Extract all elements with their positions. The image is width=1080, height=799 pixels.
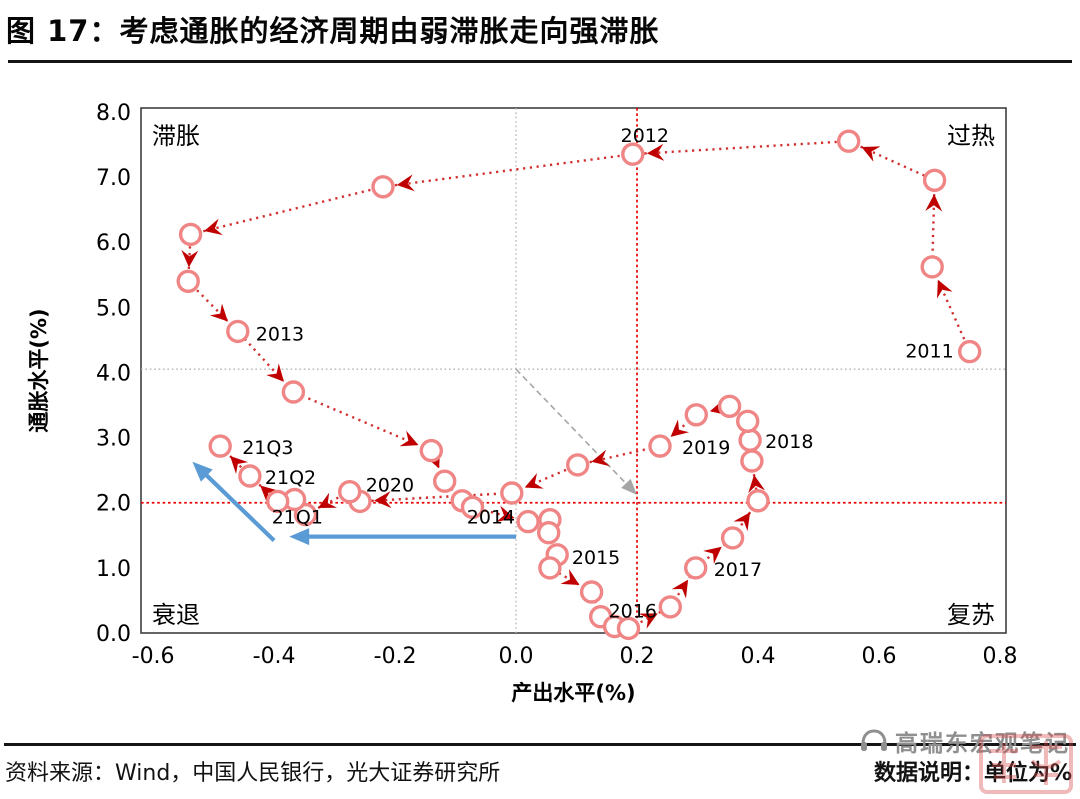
svg-text:2015: 2015	[572, 547, 620, 569]
svg-text:2014: 2014	[467, 507, 515, 529]
period-labels: 2011 2012 2013 2014 2015 2016 2017 2018 2019 2020…	[242, 125, 954, 622]
x-axis-ticks: -0.6 -0.4 -0.2 0.0 0.2 0.4 0.6 0.8	[132, 644, 1018, 669]
svg-text:通胀水平(%): 通胀水平(%)	[27, 308, 51, 432]
svg-text:过热: 过热	[947, 122, 995, 150]
svg-text:0.0: 0.0	[499, 644, 534, 669]
svg-text:2020: 2020	[366, 475, 414, 497]
svg-text:6.0: 6.0	[96, 231, 131, 256]
svg-text:0.2: 0.2	[620, 644, 655, 669]
svg-text:21Q2: 21Q2	[265, 467, 316, 489]
svg-text:2018: 2018	[765, 431, 813, 453]
economic-cycle-chart: 2011 2012 2013 2014 2015 2016 2017 2018 2019 2020…	[27, 101, 1018, 705]
watermark-text: 高瑞东宏观笔记	[895, 731, 1070, 757]
svg-text:0.8: 0.8	[983, 644, 1018, 669]
svg-text:2019: 2019	[682, 437, 730, 459]
svg-text:8.0: 8.0	[96, 101, 131, 126]
svg-text:衰退: 衰退	[152, 601, 200, 629]
figure-title: 图 17：考虑通胀的经济周期由弱滞胀走向强滞胀	[6, 14, 660, 48]
svg-text:0.6: 0.6	[862, 644, 897, 669]
svg-text:2016: 2016	[609, 601, 657, 623]
axis-titles: 产出水平(%) 通胀水平(%)	[27, 308, 636, 705]
svg-text:7.0: 7.0	[96, 166, 131, 191]
svg-text:2017: 2017	[714, 559, 762, 581]
svg-text:2012: 2012	[621, 125, 669, 147]
red-reference-lines	[141, 108, 1006, 633]
data-markers	[176, 129, 982, 641]
svg-text:2.0: 2.0	[96, 492, 131, 517]
svg-text:1.0: 1.0	[96, 557, 131, 582]
svg-text:21Q1: 21Q1	[272, 506, 323, 528]
svg-text:4.0: 4.0	[96, 362, 131, 387]
svg-text:2011: 2011	[905, 341, 953, 363]
gray-reference-lines	[141, 108, 1006, 633]
svg-text:滞胀: 滞胀	[152, 122, 200, 150]
svg-text:-0.6: -0.6	[132, 644, 175, 669]
svg-text:产出水平(%): 产出水平(%)	[511, 681, 635, 705]
headphones-icon	[861, 729, 887, 751]
svg-text:复苏: 复苏	[947, 601, 995, 629]
svg-text:-0.2: -0.2	[374, 644, 417, 669]
source-note: 资料来源：Wind，中国人民银行，光大证券研究所	[5, 761, 501, 786]
svg-text:2013: 2013	[256, 323, 304, 345]
data-unit-note: 数据说明：单位为%	[873, 761, 1072, 786]
title-divider	[8, 60, 1072, 63]
svg-text:3.0: 3.0	[96, 427, 131, 452]
svg-text:-0.4: -0.4	[253, 644, 296, 669]
blue-trend-arrows	[192, 461, 517, 546]
footer-divider	[4, 743, 1076, 746]
svg-text:0.4: 0.4	[741, 644, 776, 669]
y-axis-ticks: 0.0 1.0 2.0 3.0 4.0 5.0 6.0 7.0 8.0	[96, 101, 131, 647]
svg-text:21Q3: 21Q3	[242, 437, 293, 459]
plot-border	[140, 107, 1007, 634]
publisher-watermark: 高瑞东宏观笔记	[859, 724, 1070, 758]
svg-text:5.0: 5.0	[96, 296, 131, 321]
svg-text:0.0: 0.0	[96, 622, 131, 647]
direction-arrowheads	[181, 143, 953, 629]
